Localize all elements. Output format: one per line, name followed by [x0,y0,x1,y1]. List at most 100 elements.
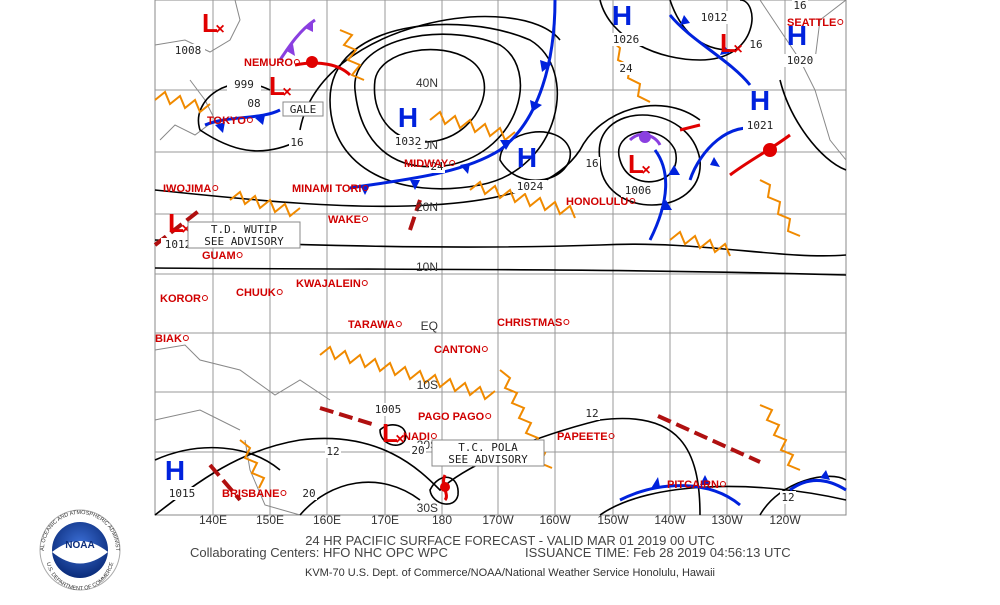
pressure-box [165,487,199,500]
advisory-box [431,439,545,467]
pressure-box [371,403,405,416]
pressure-symbol: L [720,28,736,58]
pressure-symbol: H [787,20,807,51]
isobar-label: 16 [793,0,806,12]
low-mark: × [641,162,650,179]
pressure-symbol: L [202,8,218,38]
graticule [155,0,846,515]
issuance: ISSUANCE TIME: Feb 28 2019 04:56:13 UTC [525,545,791,560]
isobar-label: 16 [749,38,762,51]
pressure-symbol: H [517,142,537,173]
longitude-label: 170W [482,513,514,527]
place-name: WAKE [328,214,361,226]
place-dot [361,280,368,286]
pressure-value: 1006 [625,184,652,197]
place-name: KWAJALEIN [296,278,361,290]
place-name: TARAWA [348,319,395,331]
pressure-box [743,119,777,132]
latitude-label: 10N [416,260,438,274]
isobar-label: 20 [411,444,424,457]
place-name: IWOJIMA [163,183,211,195]
latitude-label: 30S [417,501,438,515]
place-name: SEATTLE [787,17,836,29]
longitude-label: 140E [199,513,227,527]
advisory-name: T.C. POLA [458,441,518,454]
pressure-box [697,11,731,24]
place-dot [246,117,253,123]
pressure-value: 1032 [395,135,422,148]
isobar-label-box [792,0,808,12]
place-dot [182,335,189,341]
place-name: MIDWAY [404,158,449,170]
isobars [154,0,847,516]
isobar-label: 20 [302,487,315,500]
place-name: CHUUK [236,287,276,299]
noaa-logo: NOAA NATIONAL OCEANIC AND ATMOSPHERIC AD… [0,0,121,592]
isobar-label: 24 [619,62,633,75]
logo-ring-top: NATIONAL OCEANIC AND ATMOSPHERIC ADMINIS… [0,0,120,552]
place-name: KOROR [160,293,201,305]
place-dot [362,216,368,222]
pressure-value: 1012 [165,238,192,251]
place-dot [395,321,402,327]
isobar-label: 12 [326,445,339,458]
place-dot [719,481,726,487]
coastlines [154,0,847,516]
pressure-box [513,180,547,193]
pressure-symbol: H [398,102,418,133]
isobar-label: 12 [585,407,598,420]
pressure-box [227,78,261,91]
pressure-box [621,184,655,197]
isobar-label-box [301,487,317,500]
title: 24 HR PACIFIC SURFACE FORECAST - VALID M… [305,533,715,548]
pressure-value: 1012 [701,11,728,24]
pressure-symbol: L [628,149,644,179]
place-name: BRISBANE [222,488,279,500]
longitude-label: 140W [654,513,686,527]
isobar-label-box [618,62,634,75]
place-dot [276,289,283,295]
place-dot [236,252,243,258]
fronts [204,0,847,507]
gale-box [282,101,324,117]
logo-name: NOAA [65,540,94,551]
isobar-label-box [410,444,426,457]
isobar-label-box [584,157,600,170]
isobar-label: 16 [585,157,598,170]
place-name: PAGO PAGO [418,411,485,423]
labels: 140E 150E 160E 170E 180 170W 160W 150W 140W 130W 1… [155,0,844,527]
place-name: HONOLULU [566,196,628,208]
ridges [153,199,761,502]
longitude-label: 130W [711,513,743,527]
gale-label: GALE [290,103,317,116]
isobar-label-box [289,136,305,149]
latitude-label: 20N [416,200,438,214]
longitude-label: 120W [769,513,801,527]
isobar-label-box [584,407,600,420]
longitude-label: 180 [432,513,452,527]
pressure-value: 1015 [169,487,196,500]
pressure-value: 1024 [517,180,544,193]
place-dot [362,185,369,191]
isobar-label-box [780,491,796,504]
pressure-value: 1008 [175,44,202,57]
low-mark: × [395,431,404,448]
latitude-label: 10S [417,378,438,392]
advisory-note: SEE ADVISORY [448,453,528,466]
longitude-label: 160E [313,513,341,527]
latitude-label: EQ [421,319,438,333]
pressure-box [171,44,205,57]
longitude-label: 150W [597,513,629,527]
pressure-symbol: H [612,0,632,31]
pressure-value: 999 [234,78,254,91]
place-dot [485,413,492,419]
place-dot [293,59,300,65]
place-dot [629,198,636,204]
place-name: BIAK [155,333,182,345]
low-mark: × [215,21,224,38]
latitude-label: 40N [416,76,438,90]
place-name: NEMURO [244,57,293,69]
pressure-box [783,54,817,67]
pressure-symbol: L [382,418,398,448]
